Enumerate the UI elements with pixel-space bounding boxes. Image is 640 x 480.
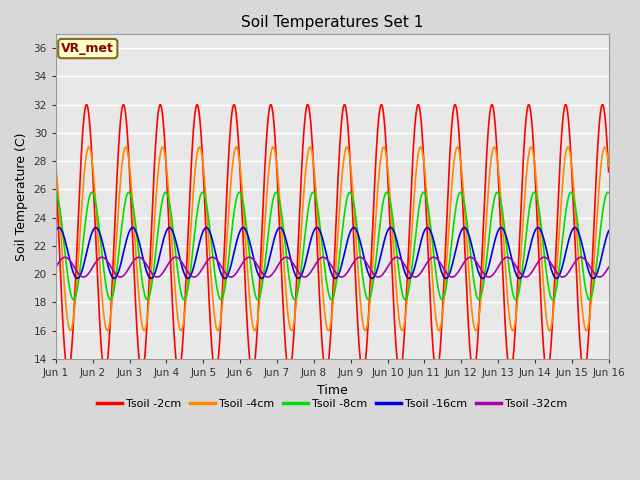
Tsoil -2cm <box>572 247 579 253</box>
Tsoil -8cm <box>604 189 612 195</box>
Line: Tsoil -16cm: Tsoil -16cm <box>56 228 609 278</box>
Tsoil -32cm <box>596 274 604 280</box>
Tsoil -32cm <box>61 254 69 260</box>
Tsoil -8cm <box>556 259 564 265</box>
Tsoil -16cm <box>493 231 501 237</box>
Legend: Tsoil -2cm, Tsoil -4cm, Tsoil -8cm, Tsoil -16cm, Tsoil -32cm: Tsoil -2cm, Tsoil -4cm, Tsoil -8cm, Tsoi… <box>93 395 572 414</box>
Title: Soil Temperatures Set 1: Soil Temperatures Set 1 <box>241 15 424 30</box>
Tsoil -4cm <box>572 208 579 214</box>
Tsoil -2cm <box>64 370 72 376</box>
Text: VR_met: VR_met <box>61 42 114 55</box>
Tsoil -16cm <box>589 276 597 281</box>
Tsoil -32cm <box>572 259 579 264</box>
Line: Tsoil -8cm: Tsoil -8cm <box>56 192 609 300</box>
Line: Tsoil -2cm: Tsoil -2cm <box>56 105 609 373</box>
Tsoil -32cm <box>360 257 368 263</box>
Tsoil -4cm <box>556 216 564 222</box>
Tsoil -4cm <box>52 163 60 169</box>
Tsoil -2cm <box>493 149 501 155</box>
Tsoil -2cm <box>206 319 214 325</box>
Tsoil -32cm <box>206 255 214 261</box>
Y-axis label: Soil Temperature (C): Soil Temperature (C) <box>15 132 28 261</box>
Tsoil -32cm <box>349 262 356 267</box>
Tsoil -8cm <box>605 190 612 195</box>
Tsoil -2cm <box>556 159 564 165</box>
Tsoil -4cm <box>601 144 609 150</box>
Tsoil -8cm <box>360 285 368 291</box>
Tsoil -2cm <box>52 169 60 175</box>
Tsoil -8cm <box>493 190 501 195</box>
Tsoil -4cm <box>349 182 356 188</box>
X-axis label: Time: Time <box>317 384 348 396</box>
Tsoil -4cm <box>493 154 501 160</box>
Tsoil -16cm <box>572 225 579 230</box>
Tsoil -32cm <box>605 264 612 270</box>
Line: Tsoil -4cm: Tsoil -4cm <box>56 147 609 331</box>
Tsoil -16cm <box>52 228 60 234</box>
Tsoil -4cm <box>67 328 74 334</box>
Tsoil -16cm <box>349 226 356 231</box>
Tsoil -32cm <box>493 266 501 272</box>
Tsoil -16cm <box>360 256 368 262</box>
Tsoil -32cm <box>556 273 564 279</box>
Tsoil -2cm <box>360 366 368 372</box>
Tsoil -2cm <box>349 204 356 210</box>
Tsoil -4cm <box>605 163 612 169</box>
Tsoil -8cm <box>70 297 77 302</box>
Tsoil -8cm <box>52 190 60 195</box>
Tsoil -32cm <box>52 264 60 270</box>
Tsoil -16cm <box>55 225 63 230</box>
Tsoil -8cm <box>349 194 356 200</box>
Tsoil -4cm <box>206 261 214 266</box>
Tsoil -8cm <box>206 230 214 236</box>
Tsoil -8cm <box>572 204 579 209</box>
Tsoil -2cm <box>598 102 606 108</box>
Tsoil -16cm <box>605 228 612 234</box>
Tsoil -16cm <box>556 271 564 277</box>
Tsoil -4cm <box>360 327 368 333</box>
Tsoil -2cm <box>605 169 612 175</box>
Tsoil -16cm <box>206 230 214 236</box>
Line: Tsoil -32cm: Tsoil -32cm <box>56 257 609 277</box>
